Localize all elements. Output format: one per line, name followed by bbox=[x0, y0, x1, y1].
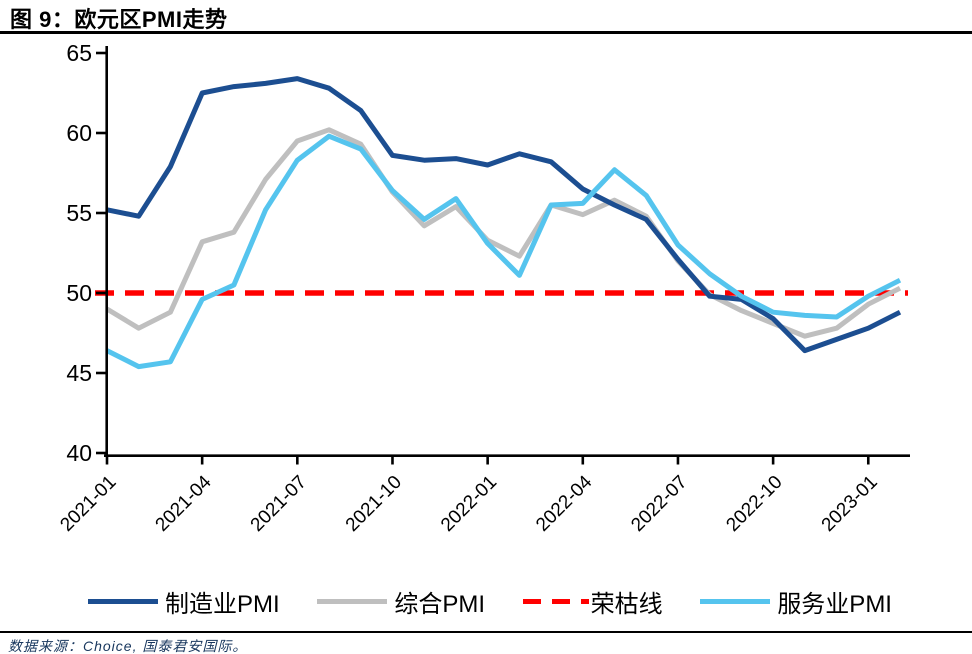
x-tick-label: 2021-07 bbox=[247, 472, 311, 536]
legend-item-manufacturing-pmi: 制造业PMI bbox=[88, 584, 280, 619]
y-tick-label: 50 bbox=[66, 280, 92, 306]
composite-pmi-line-swatch bbox=[317, 599, 388, 604]
y-tick-label: 65 bbox=[66, 40, 92, 66]
y-tick-label: 55 bbox=[66, 200, 92, 226]
y-tick-label: 45 bbox=[66, 360, 92, 386]
x-tick-label: 2022-01 bbox=[437, 472, 501, 536]
legend-label-manufacturing-pmi: 制造业PMI bbox=[165, 591, 280, 618]
figure-title: 图 9：欧元区PMI走势 bbox=[10, 7, 228, 32]
services-pmi-line bbox=[105, 133, 902, 370]
manufacturing-pmi-line bbox=[106, 76, 902, 354]
services-pmi-line-swatch bbox=[700, 599, 771, 604]
source-note: 数据来源：Choice, 国泰君安国际。 bbox=[8, 638, 248, 654]
x-tick-label: 2022-07 bbox=[627, 472, 691, 536]
composite-pmi-line bbox=[105, 127, 902, 339]
threshold-line-swatch bbox=[522, 599, 589, 604]
footer-divider bbox=[0, 631, 972, 633]
legend-label-composite-pmi: 综合PMI bbox=[394, 591, 485, 618]
x-tick-label: 2021-10 bbox=[342, 472, 406, 536]
x-tick-label: 2021-04 bbox=[152, 471, 216, 535]
legend-item-services-pmi: 服务业PMI bbox=[700, 584, 892, 619]
legend-item-threshold: 荣枯线 bbox=[522, 584, 663, 619]
legend-item-composite-pmi: 综合PMI bbox=[317, 584, 485, 619]
legend-label-services-pmi: 服务业PMI bbox=[777, 591, 892, 618]
x-tick-label: 2021-01 bbox=[56, 472, 120, 536]
x-tick-label: 2023-01 bbox=[818, 472, 882, 536]
x-tick-label: 2022-04 bbox=[532, 471, 596, 535]
manufacturing-pmi-line-swatch bbox=[88, 599, 158, 604]
y-tick-label: 60 bbox=[66, 120, 92, 146]
title-divider bbox=[0, 31, 972, 34]
legend-label-threshold: 荣枯线 bbox=[590, 591, 663, 618]
legend: 制造业PMI 综合PMI 荣枯线 服务业PMI bbox=[0, 584, 972, 619]
y-tick-label: 40 bbox=[66, 440, 92, 466]
x-tick-label: 2022-10 bbox=[722, 472, 786, 536]
